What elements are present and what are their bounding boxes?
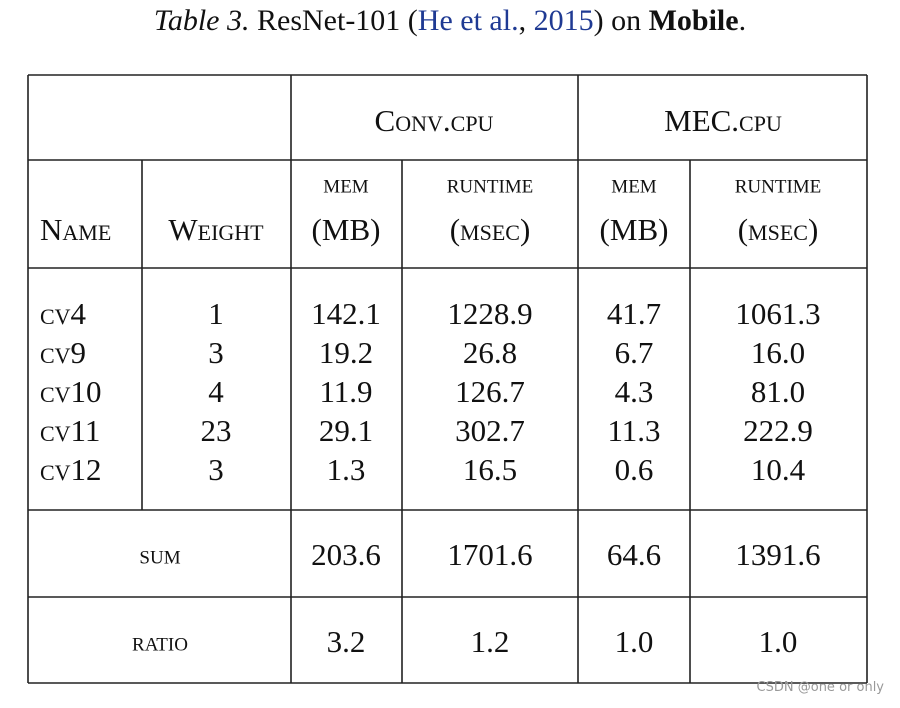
caption-text: ) on bbox=[593, 4, 649, 37]
table-cell: 10.4 bbox=[750, 452, 806, 487]
table-cell: 126.7 bbox=[455, 374, 525, 409]
row-name: cv10 bbox=[40, 374, 102, 409]
table-cell: 222.9 bbox=[743, 413, 813, 448]
table-cell: 4.3 bbox=[614, 374, 654, 409]
table-cell: 3 bbox=[208, 452, 224, 487]
row-name: cv12 bbox=[40, 452, 102, 487]
citation-sep: , bbox=[518, 4, 534, 37]
table-cell: 6.7 bbox=[614, 335, 654, 370]
column-header: Weight bbox=[168, 212, 264, 247]
column-header: runtime bbox=[734, 168, 822, 199]
column-header: mem bbox=[611, 168, 657, 199]
ratio-label: ratio bbox=[132, 626, 188, 657]
sum-value: 64.6 bbox=[606, 537, 662, 572]
column-header-unit: (MB) bbox=[599, 212, 669, 247]
citation-authors[interactable]: He et al. bbox=[417, 4, 519, 37]
table-cell: 1.3 bbox=[326, 452, 366, 487]
column-header: runtime bbox=[446, 168, 534, 199]
ratio-value: 1.2 bbox=[470, 624, 510, 659]
table-cell: 1061.3 bbox=[735, 296, 821, 331]
column-header: Name bbox=[40, 212, 112, 247]
table-cell: 81.0 bbox=[750, 374, 806, 409]
caption-text: ResNet-101 ( bbox=[257, 4, 418, 37]
row-name: cv11 bbox=[40, 413, 101, 448]
table-cell: 19.2 bbox=[318, 335, 374, 370]
row-name: cv9 bbox=[40, 335, 87, 370]
table-cell: 4 bbox=[208, 374, 224, 409]
column-header-unit: (MB) bbox=[311, 212, 381, 247]
table-cell: 41.7 bbox=[606, 296, 662, 331]
caption-end: . bbox=[738, 4, 747, 37]
caption: Table 3. ResNet-101 (He et al., 2015) on… bbox=[0, 4, 900, 38]
table-cell: 16.5 bbox=[462, 452, 518, 487]
sum-label: sum bbox=[139, 539, 181, 570]
table-cell: 3 bbox=[208, 335, 224, 370]
caption-device: Mobile bbox=[648, 4, 739, 37]
column-header-unit: (msec) bbox=[449, 212, 531, 247]
sum-value: 1701.6 bbox=[447, 537, 533, 572]
table-cell: 11.9 bbox=[319, 374, 373, 409]
table-cell: 302.7 bbox=[455, 413, 525, 448]
sum-value: 1391.6 bbox=[735, 537, 821, 572]
table-cell: 16.0 bbox=[750, 335, 806, 370]
table-cell: 11.3 bbox=[607, 413, 661, 448]
table-cell: 142.1 bbox=[311, 296, 381, 331]
table-cell: 26.8 bbox=[462, 335, 518, 370]
group-header: MEC.cpu bbox=[664, 103, 782, 138]
citation-year[interactable]: 2015 bbox=[533, 4, 594, 37]
sum-value: 203.6 bbox=[311, 537, 381, 572]
ratio-value: 1.0 bbox=[758, 624, 798, 659]
column-header: mem bbox=[323, 168, 369, 199]
watermark: CSDN @one or only bbox=[756, 680, 884, 695]
table-cell: 29.1 bbox=[318, 413, 374, 448]
table-cell: 23 bbox=[200, 413, 232, 448]
table-cell: 1228.9 bbox=[447, 296, 533, 331]
row-name: cv4 bbox=[40, 296, 87, 331]
table-cell: 1 bbox=[208, 296, 224, 331]
ratio-value: 1.0 bbox=[614, 624, 654, 659]
group-header: Conv.cpu bbox=[374, 103, 494, 138]
table-cell: 0.6 bbox=[614, 452, 654, 487]
ratio-value: 3.2 bbox=[326, 624, 366, 659]
caption-label: Table 3. bbox=[153, 4, 250, 37]
column-header-unit: (msec) bbox=[737, 212, 819, 247]
